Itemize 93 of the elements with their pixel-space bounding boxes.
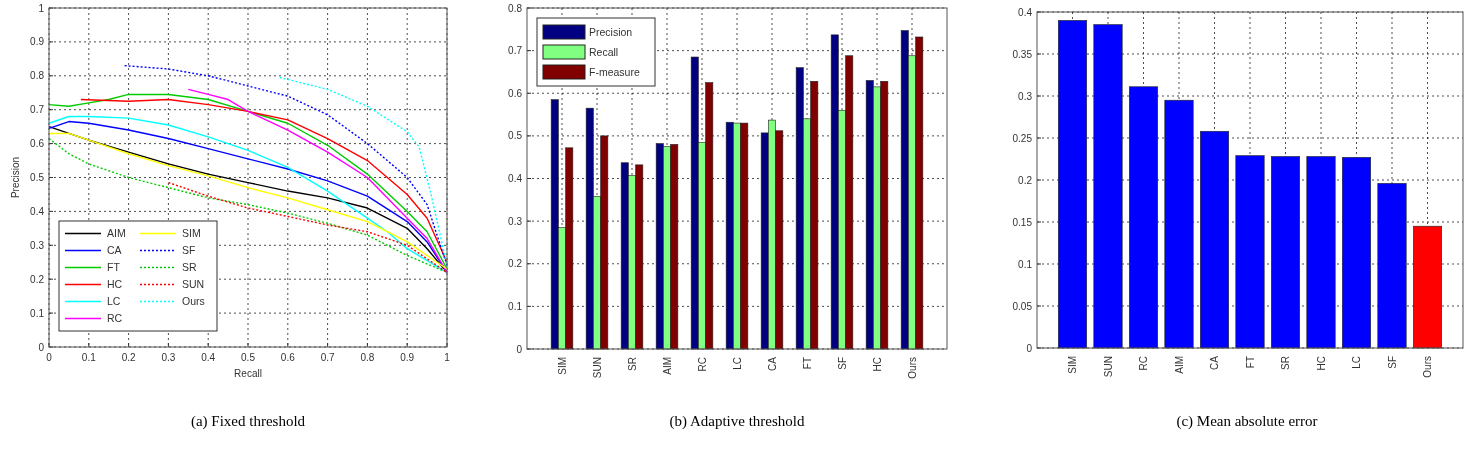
bar — [1413, 225, 1442, 349]
x-tick-label: AIM — [661, 357, 673, 375]
x-tick-label: 1 — [444, 352, 451, 363]
x-tick-label: CA — [1209, 355, 1220, 370]
y-tick-label: 0.7 — [508, 45, 523, 57]
y-tick-label: 0.4 — [1018, 6, 1033, 18]
x-tick-label: HC — [871, 357, 883, 372]
legend-label: Recall — [589, 45, 619, 58]
y-tick-label: 0.7 — [30, 104, 45, 116]
y-tick-label: 0.1 — [508, 300, 523, 312]
x-tick-label: SF — [1386, 356, 1398, 369]
bar — [1058, 20, 1087, 349]
text: (a) Fixed threshold — [190, 413, 306, 430]
bar — [1093, 24, 1123, 349]
legend-label: RC — [107, 312, 123, 325]
x-tick-label: SR — [626, 357, 638, 371]
y-tick-label: 0.9 — [30, 36, 45, 48]
x-tick-label: Ours — [906, 357, 918, 379]
text: (c) Mean absolute error — [1176, 413, 1318, 430]
text: (b) Adaptive threshold — [669, 413, 805, 430]
y-tick-label: 0.5 — [30, 172, 45, 183]
x-tick-label: 0.2 — [121, 352, 136, 363]
x-tick-label: 0.3 — [161, 352, 176, 363]
x-tick-label: 0.5 — [241, 352, 256, 363]
y-tick-label: 0.3 — [508, 215, 523, 227]
y-tick-label: 0.5 — [508, 130, 523, 142]
bar — [1271, 156, 1300, 349]
y-tick-label: 0.6 — [508, 87, 523, 99]
legend-label: F-measure — [589, 65, 640, 78]
bar — [1342, 157, 1371, 349]
x-tick-label: SIM — [1067, 356, 1078, 374]
x-tick-label: RC — [696, 357, 708, 372]
y-tick-label: 0.25 — [1012, 132, 1033, 144]
legend-label: SF — [182, 244, 196, 257]
y-axis-title: Precision — [10, 156, 21, 199]
x-axis-title: Recall — [234, 368, 262, 379]
y-tick-label: 0.15 — [1012, 216, 1033, 228]
y-tick-label: 0.1 — [1018, 258, 1033, 270]
y-tick-label: 0.2 — [1018, 174, 1033, 186]
y-tick-label: 0 — [38, 341, 45, 353]
bar — [1164, 99, 1194, 349]
legend-label: Ours — [182, 295, 205, 308]
y-tick-label: 0.3 — [30, 239, 45, 251]
x-tick-label: 0.1 — [81, 352, 97, 363]
x-tick-label: SF — [836, 357, 848, 370]
x-tick-label: 0.8 — [360, 352, 375, 363]
y-tick-label: 0.2 — [508, 258, 523, 270]
x-tick-label: LC — [1351, 356, 1362, 369]
y-tick-label: 0.2 — [30, 273, 45, 285]
x-tick-label: SUN — [591, 357, 603, 379]
y-tick-label: 0.1 — [30, 307, 45, 319]
y-tick-label: 0.8 — [30, 70, 45, 82]
legend-label: SIM — [182, 227, 201, 240]
bar — [1377, 183, 1407, 349]
x-tick-label: FT — [1244, 356, 1256, 369]
x-tick-label: SUN — [1102, 356, 1114, 378]
y-tick-label: 0.3 — [1018, 90, 1033, 102]
x-tick-label: HC — [1315, 356, 1327, 371]
x-tick-label: LC — [731, 357, 743, 370]
x-tick-label: RC — [1138, 356, 1149, 371]
y-tick-label: 1 — [38, 2, 45, 14]
y-tick-label: 0.35 — [1012, 48, 1033, 60]
legend-label: AIM — [107, 227, 126, 240]
x-tick-label: SIM — [556, 357, 568, 375]
y-tick-label: 0.05 — [1012, 300, 1033, 312]
y-tick-label: 0.8 — [508, 2, 523, 14]
x-tick-label: 0.4 — [201, 352, 216, 363]
y-tick-label: 0 — [516, 343, 523, 355]
legend-label: SR — [182, 261, 197, 274]
y-tick-label: 0.4 — [30, 205, 45, 217]
bar — [1235, 155, 1265, 349]
legend-label: LC — [107, 295, 121, 308]
x-tick-label: FT — [801, 357, 813, 370]
bar — [1129, 86, 1158, 349]
line-series — [167, 181, 448, 274]
x-tick-label: AIM — [1173, 356, 1185, 374]
x-tick-label: SR — [1280, 356, 1291, 370]
legend-label: CA — [107, 244, 122, 257]
y-tick-label: 0 — [1026, 342, 1033, 354]
legend-label: FT — [107, 261, 121, 274]
legend-label: Precision — [589, 25, 633, 38]
x-tick-label: 0.7 — [320, 352, 335, 363]
bar — [1306, 156, 1336, 349]
x-tick-label: 0 — [46, 352, 53, 363]
bar — [1200, 130, 1229, 349]
x-tick-label: 0.6 — [280, 352, 296, 363]
y-tick-label: 0.4 — [508, 173, 523, 184]
x-tick-label: 0.9 — [400, 352, 415, 363]
y-tick-label: 0.6 — [30, 138, 45, 150]
legend-label: SUN — [182, 278, 205, 291]
legend-label: HC — [107, 278, 123, 291]
x-tick-label: Ours — [1422, 356, 1433, 378]
x-tick-label: CA — [766, 356, 778, 371]
